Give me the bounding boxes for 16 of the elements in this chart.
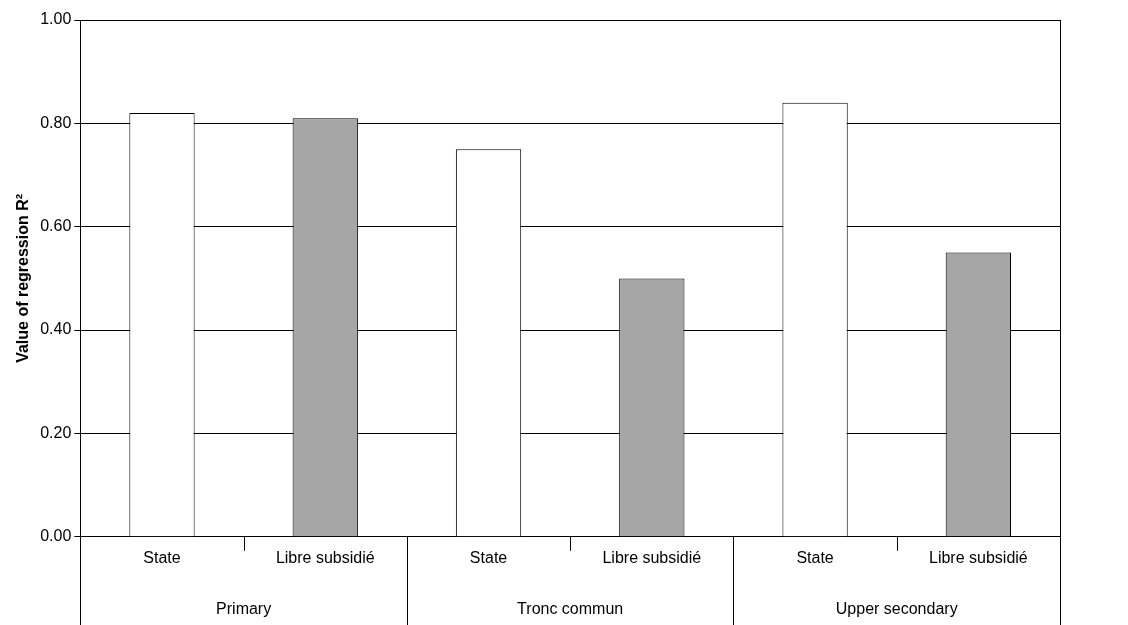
y-tick-label: 0.20 — [40, 423, 72, 441]
x-tick-label: Libre subsidié — [602, 548, 702, 566]
y-tick-label: 0.60 — [40, 217, 72, 235]
x-tick-label: State — [796, 548, 834, 566]
y-tick-label: 0.00 — [40, 527, 72, 545]
y-tick-label: 0.80 — [40, 113, 72, 131]
text: Primary — [216, 600, 272, 618]
text: Upper secondary — [835, 600, 958, 618]
y-tick-label: 1.00 — [40, 10, 72, 28]
x-tick-label: State — [469, 548, 508, 566]
x-tick-label: State — [143, 548, 181, 566]
y-tick-label: 0.40 — [40, 320, 72, 338]
x-tick-label: Libre subsidié — [275, 548, 375, 566]
text: Tronc commun — [517, 600, 624, 618]
x-tick-label: Libre subsidié — [928, 548, 1028, 566]
y-axis-title: Value of regression R² — [14, 193, 32, 363]
